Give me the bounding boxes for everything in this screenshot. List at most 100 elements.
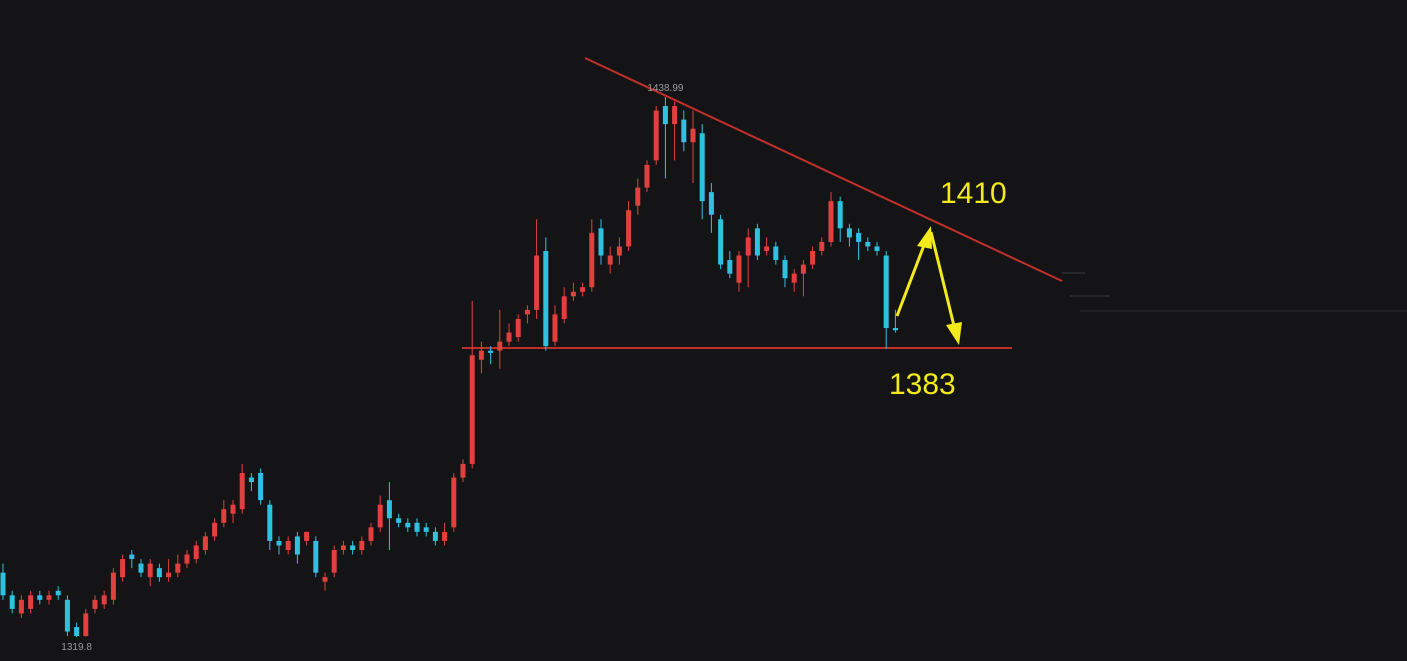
candle-body [18,599,24,614]
candle-body [727,260,733,274]
candle-body [322,577,328,582]
candle-body [856,232,862,242]
candle-body [46,595,52,600]
candle-body [258,472,264,501]
candle-body [690,128,696,143]
candle-body [874,246,880,251]
candle-body [552,314,558,342]
candle-body [156,568,162,578]
candle-body [469,355,475,464]
arrow-head [946,322,962,345]
candle-body [414,522,420,532]
candle-body [580,287,586,292]
high-label: 1438.99 [647,83,684,94]
candle-body [423,527,429,532]
candle-body [193,545,199,560]
candle-body [405,522,411,528]
candle-body [672,106,678,125]
candle-body [589,232,595,288]
candle-body [267,504,273,541]
arrow-head [917,226,932,249]
arrow-up [895,239,928,317]
arrows [895,226,962,345]
candle-body [110,572,116,600]
candle-body [616,246,622,256]
candle-body [74,627,80,637]
candle-body [800,264,806,274]
candle-body [138,563,144,573]
candle-body [9,595,15,609]
candle-body [478,350,484,360]
candle-body [607,255,613,265]
candle-body [37,595,43,600]
candle-body [212,522,218,537]
candle-body [699,133,705,202]
candle-body [202,536,208,551]
candle-body [883,255,889,329]
candle-body [120,559,126,578]
candle-body [460,463,466,478]
candle-body [515,318,521,338]
candle-body [819,241,825,251]
candle-body [166,572,172,578]
candle-body [543,250,549,347]
candle-body [506,332,512,342]
candle-body [810,250,816,265]
candle-body [221,509,227,523]
candle-body [175,563,181,573]
candle-body [340,545,346,551]
candle-body [386,500,392,519]
candle-body [791,273,797,283]
candle-body [598,228,604,256]
candle-body [764,246,770,251]
candle-body [359,540,365,551]
candle-body [92,599,98,609]
candle-body [442,531,448,541]
candle-body [534,255,540,310]
candle-body [451,477,457,528]
candle-body [184,554,190,564]
candle-body [635,187,641,206]
candle-body [313,540,319,573]
candle-body [644,164,650,188]
candle-body [101,595,107,605]
candle-body [488,350,494,353]
candle-body [129,554,135,560]
candle-body [331,550,337,573]
candle-body [718,219,724,265]
candle-body [0,572,6,596]
candle-body [837,201,843,229]
candle-body [736,255,742,283]
candle-body [892,328,898,331]
resistance-trendline [584,57,1063,282]
candle-body [662,106,668,125]
candle-body [745,237,751,256]
candle-body [248,477,254,483]
target-label: 1383 [889,368,956,401]
candle-body [561,296,567,319]
candle-body [497,341,503,351]
candle-body [276,540,282,546]
candle-body [285,540,291,551]
candle-body [754,228,760,256]
candle-body [653,110,659,161]
candle-body [377,504,383,528]
candle-body [64,599,70,632]
candle-body [28,595,34,609]
candle-body [230,504,236,514]
candle-body [432,531,438,541]
candle-body [396,518,402,523]
candle-body [773,246,779,261]
candle-body [626,210,632,247]
target-label: 1410 [940,177,1007,210]
candle-body [294,536,300,555]
candle-body [782,260,788,279]
candle-body [828,201,834,242]
candle-body [865,241,871,247]
low-label: 1319.8 [61,642,92,653]
candle-body [83,613,89,637]
candle-body [681,119,687,143]
candle-body [570,291,576,297]
